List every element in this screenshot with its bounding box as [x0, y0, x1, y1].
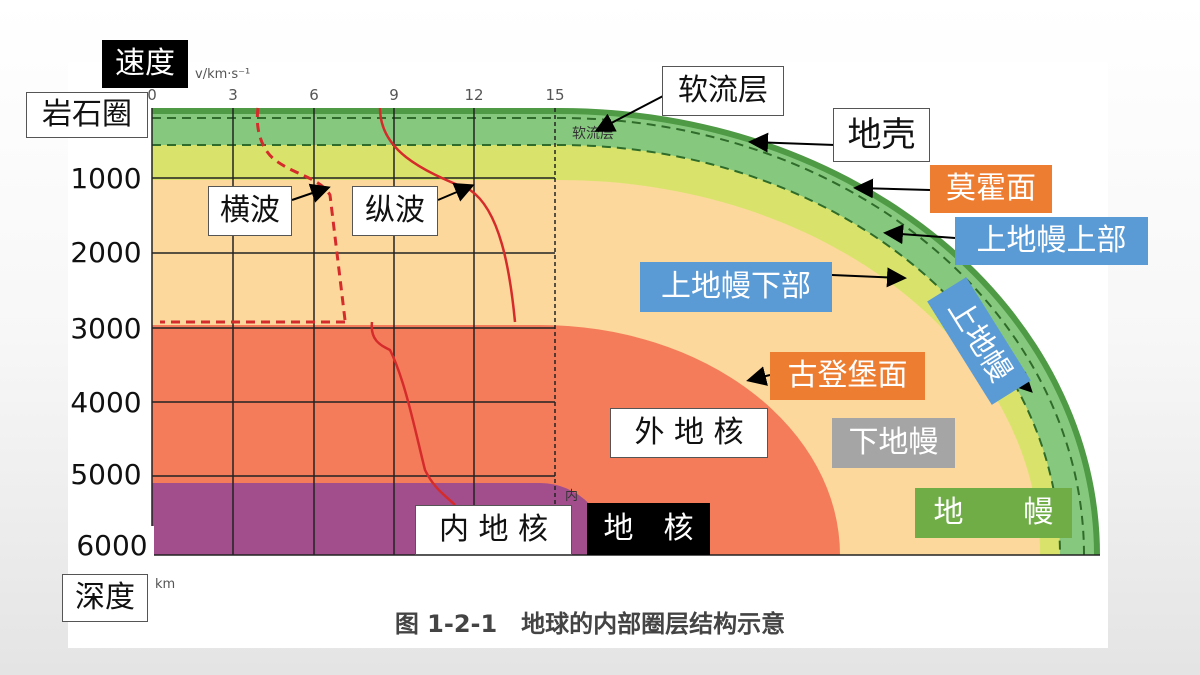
depth-tick: 1000 — [70, 162, 142, 195]
depth-tick: 5000 — [70, 458, 142, 491]
depth-unit: km — [155, 577, 175, 592]
arrow — [748, 132, 836, 153]
arrow — [831, 267, 907, 288]
mantle-label: 地 幔 — [915, 488, 1072, 538]
arrow — [853, 178, 931, 199]
s-wave-label: 横波 — [208, 186, 292, 236]
arrow — [594, 94, 666, 132]
depth-tick: 3000 — [70, 312, 142, 345]
arrow — [291, 183, 331, 203]
grid — [151, 108, 1100, 556]
gutenberg-label: 古登堡面 — [770, 352, 925, 400]
p-wave-label: 纵波 — [352, 186, 438, 236]
velocity-tick: 9 — [389, 86, 399, 104]
upper-mantle-lower-label: 上地幔下部 — [640, 262, 832, 312]
velocity-tick: 3 — [228, 86, 238, 104]
crust-label: 地壳 — [833, 108, 930, 162]
depth-tick: 6000 — [70, 526, 154, 566]
inner-core-inner-label: 内 — [565, 488, 578, 504]
arrows — [291, 94, 1033, 393]
depth-tick: 2000 — [70, 236, 142, 269]
moho-label: 莫霍面 — [930, 165, 1052, 213]
asthenosphere-inner-label: 软流层 — [572, 126, 614, 142]
velocity-tick: 15 — [545, 86, 564, 104]
lithosphere-label: 岩石圈 — [26, 92, 148, 138]
upper-mantle-upper-label: 上地幔上部 — [955, 217, 1148, 265]
arrow — [437, 183, 475, 202]
figure-caption: 图 1-2-1 地球的内部圈层结构示意 — [395, 610, 785, 638]
arrow — [883, 224, 956, 245]
depth-label: 深度 — [62, 574, 148, 622]
velocity-tick: 6 — [309, 86, 319, 104]
outer-core-label: 外 地 核 — [610, 408, 768, 458]
depth-tick: 4000 — [70, 386, 142, 419]
boundary-line — [152, 117, 1085, 556]
velocity-label: 速度 — [102, 40, 188, 88]
velocity-tick: 0 — [147, 86, 157, 104]
asthenosphere-label: 软流层 — [662, 66, 784, 116]
core-label: 地 核 — [587, 503, 710, 555]
inner-core-label: 内 地 核 — [415, 505, 572, 555]
moho-line — [152, 144, 1061, 556]
arrow — [746, 366, 771, 386]
lower-mantle-label: 下地幔 — [832, 418, 955, 468]
velocity-unit: v/km·s⁻¹ — [195, 67, 250, 82]
velocity-tick: 12 — [464, 86, 483, 104]
